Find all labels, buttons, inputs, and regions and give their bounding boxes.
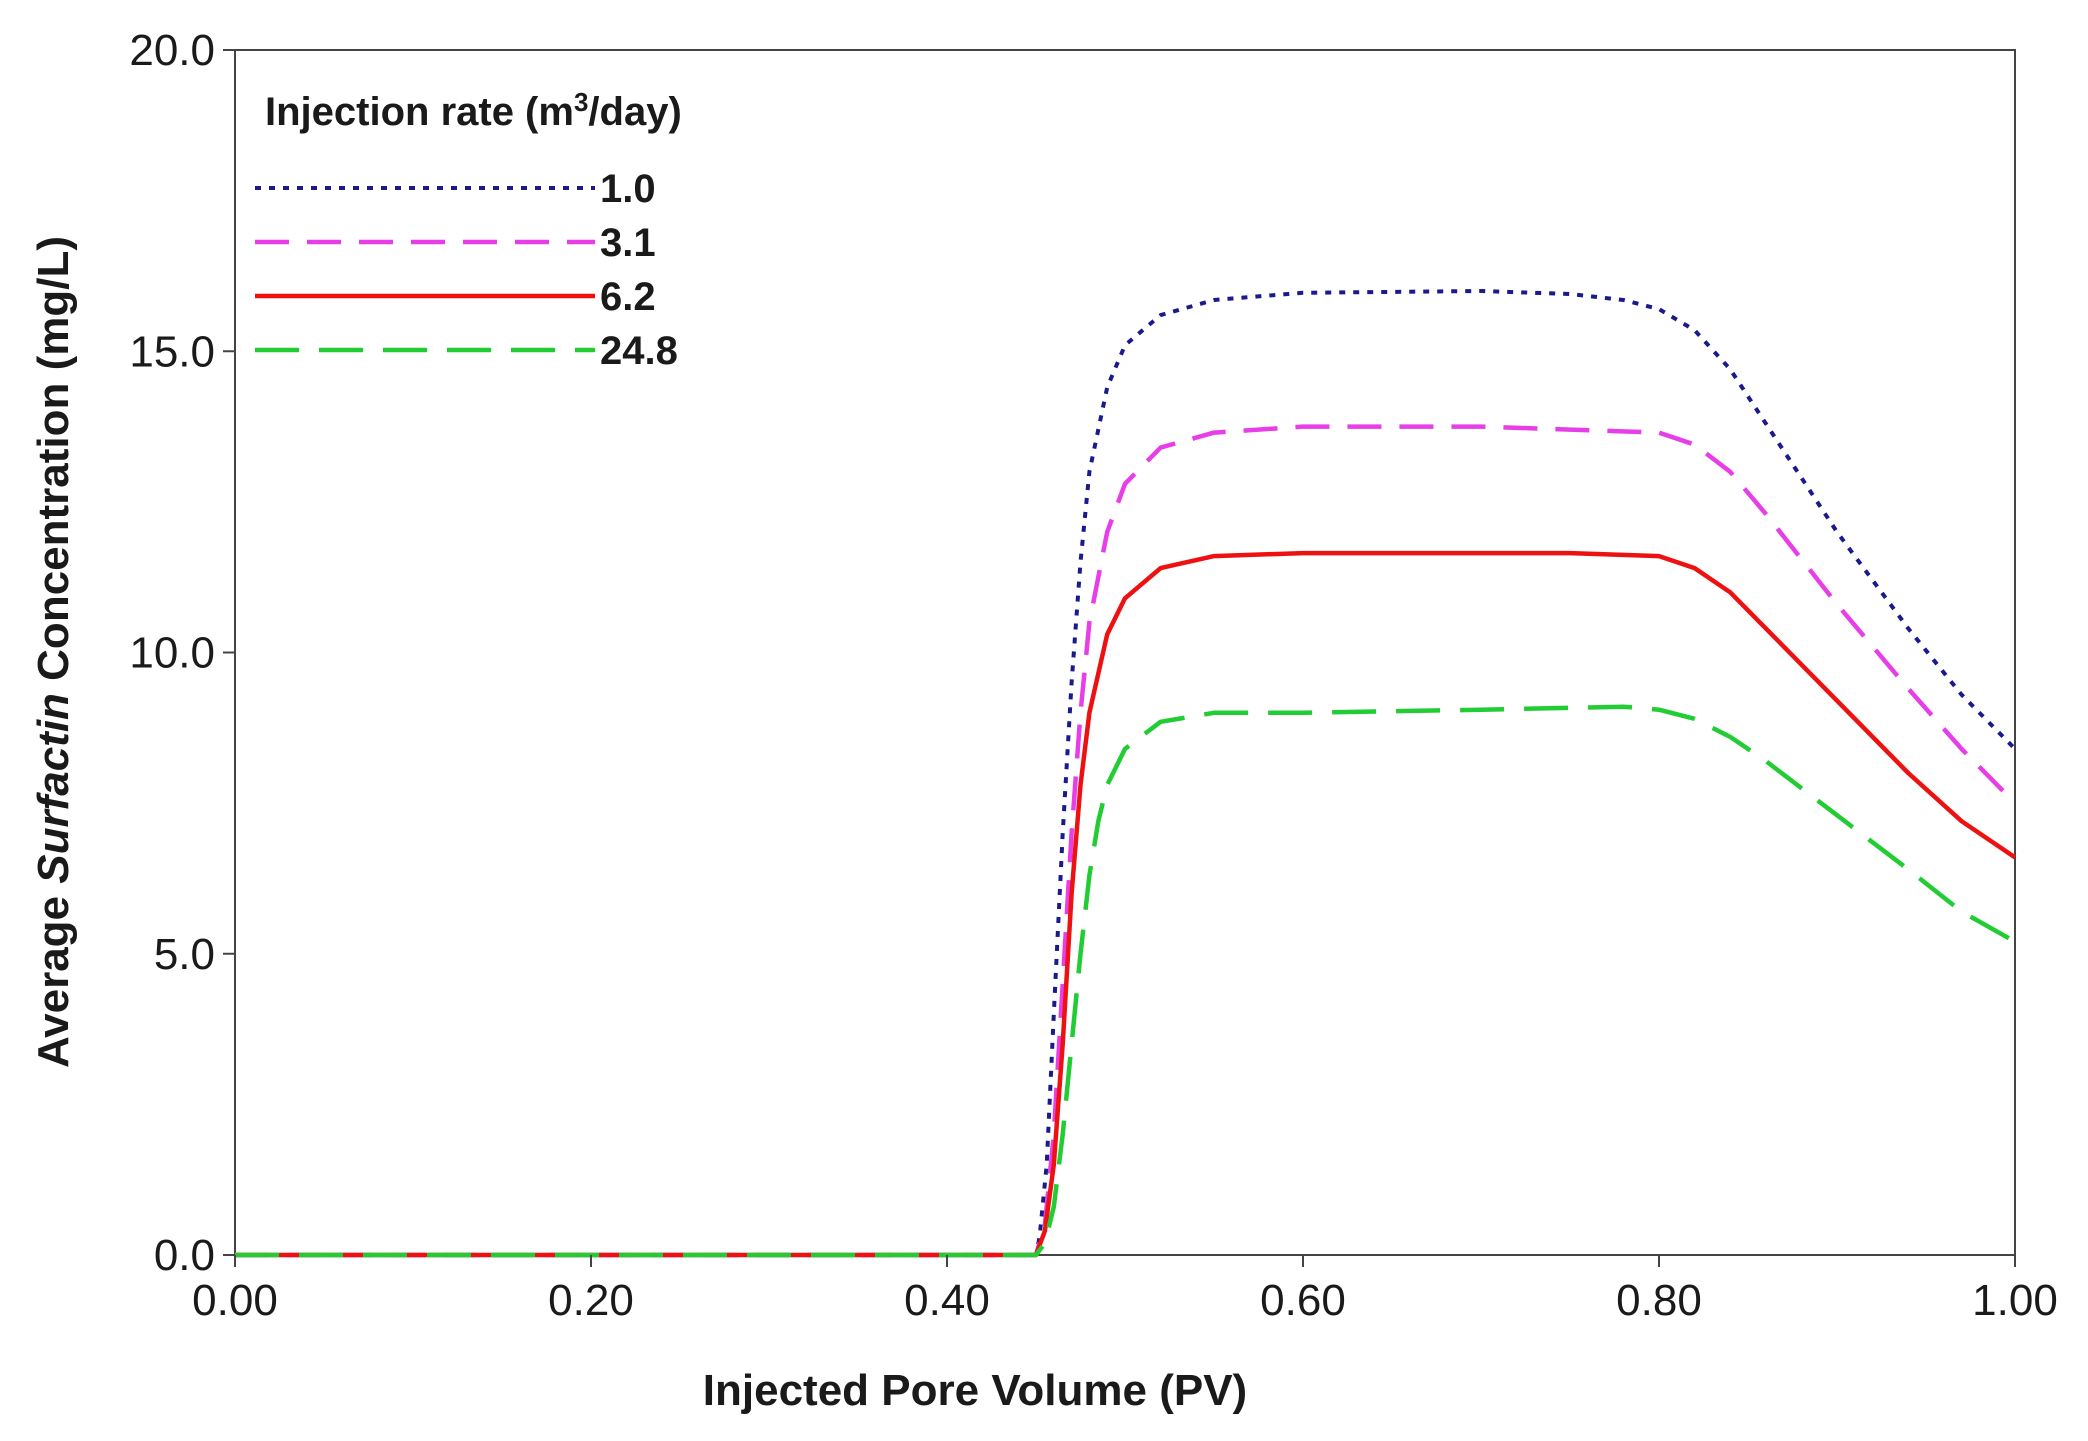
y-tick-label: 0.0: [154, 1231, 215, 1280]
y-tick-label: 10.0: [129, 629, 215, 678]
x-axis-title: Injected Pore Volume (PV): [703, 1366, 1247, 1415]
y-tick-label: 15.0: [129, 327, 215, 376]
series-layer: [235, 289, 2017, 1258]
series-line-3-1: [235, 424, 2017, 1258]
legend-label-6-2: 6.2: [600, 275, 656, 319]
legend-label-3-1: 3.1: [600, 221, 656, 265]
legend-entries: 1.0 3.1 6.2 24.8: [255, 167, 678, 373]
y-axis-title-suffix: Concentration (mg/L): [29, 236, 78, 693]
legend-title-sup: 3: [574, 87, 588, 117]
legend: Injection rate (m3/day) 1.0 3.1 6.2 24.8: [255, 87, 682, 373]
series-line-6-2: [235, 550, 2017, 1258]
x-tick-label: 0.80: [1616, 1276, 1702, 1325]
x-tick-label: 0.60: [1260, 1276, 1346, 1325]
legend-label-24-8: 24.8: [600, 329, 678, 373]
x-tick-label: 0.00: [192, 1276, 278, 1325]
y-tick-label: 5.0: [154, 930, 215, 979]
legend-title-prefix: Injection rate (m: [265, 90, 574, 134]
legend-title: Injection rate (m3/day): [265, 87, 682, 134]
y-axis-title-prefix: Average: [29, 884, 78, 1068]
series-line-24-8: [235, 704, 2017, 1258]
x-tick-label: 1.00: [1972, 1276, 2058, 1325]
y-axis-title-italic: Surfactin: [29, 693, 78, 884]
y-axis-title: Average Surfactin Concentration (mg/L): [29, 236, 78, 1068]
tick-layer: 0.0 5.0 10.0 15.0 20.0 0.00 0.20 0.40 0.60 0.80 1.…: [129, 26, 2057, 1325]
legend-title-suffix: /day): [588, 90, 681, 134]
x-tick-label: 0.20: [548, 1276, 634, 1325]
y-tick-label: 20.0: [129, 26, 215, 75]
x-tick-label: 0.40: [904, 1276, 990, 1325]
plot-frame: [234, 49, 2016, 1256]
legend-label-1-0: 1.0: [600, 167, 656, 211]
series-line-1-0: [235, 289, 2017, 1257]
